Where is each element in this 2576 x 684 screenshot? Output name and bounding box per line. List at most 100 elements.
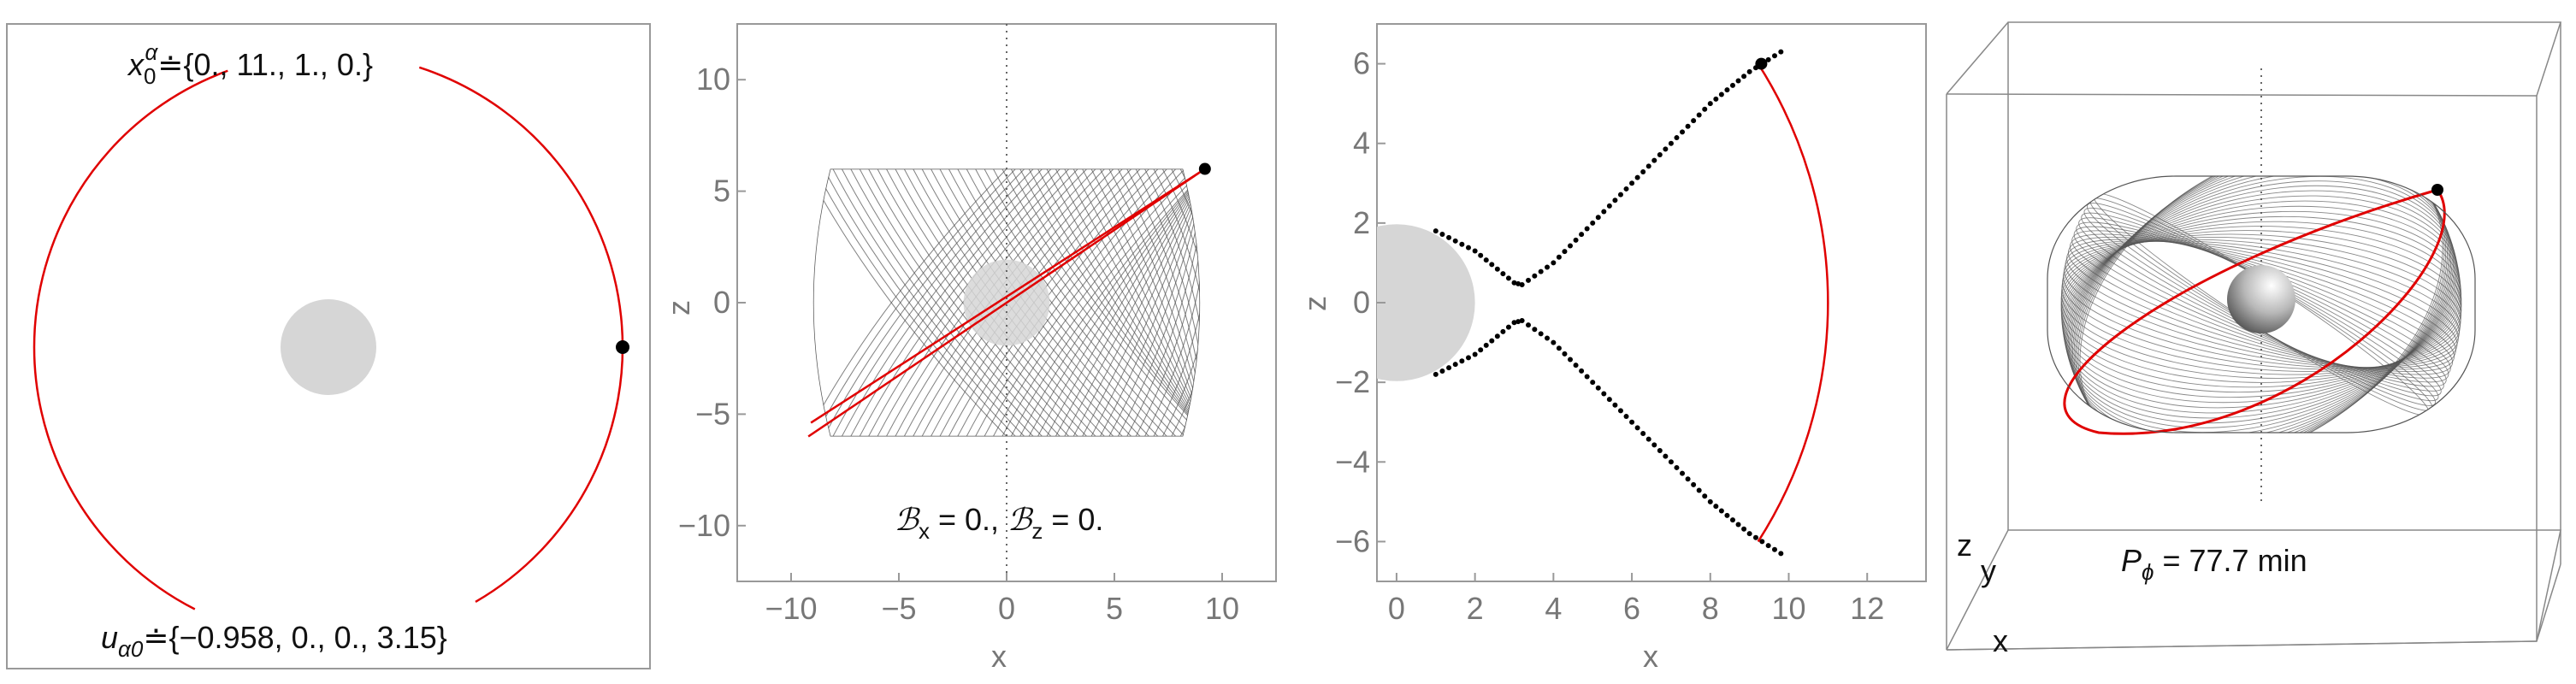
position-marker — [1198, 162, 1211, 175]
curve-dot-mirror — [1595, 385, 1601, 391]
curve-dot-mirror — [1741, 526, 1747, 532]
curve-dot — [1702, 106, 1708, 112]
curve-dot — [1623, 186, 1629, 192]
curve-dot — [1519, 282, 1525, 288]
panel-frame — [6, 23, 651, 669]
orbit-line-back — [810, 169, 1203, 424]
curve-dot-mirror — [1663, 453, 1669, 459]
curve-dot-mirror — [1680, 470, 1686, 476]
curve-dot-mirror — [1696, 487, 1702, 493]
trace-loop — [2060, 226, 2462, 383]
x-axis-label: x — [1643, 639, 1658, 674]
curve-dot-mirror — [1511, 320, 1517, 326]
z-tick-label: −10 — [678, 508, 730, 543]
curve-dot-mirror — [1707, 498, 1713, 504]
x-tick-label: 10 — [1205, 591, 1239, 626]
trace-line — [1037, 168, 1201, 437]
curve-dot — [1685, 123, 1691, 129]
curve-dot — [1505, 275, 1511, 281]
trace-line — [1179, 168, 1201, 437]
trace-line — [1019, 168, 1201, 437]
z-axis-ticks: −6 −4 −2 0 2 4 6 — [1335, 46, 1385, 558]
trace-line — [1171, 168, 1201, 437]
trace-line — [1179, 168, 1201, 437]
z-axis-ticks: −10 −5 0 5 10 — [678, 62, 746, 543]
field-caption: ℬx = 0., ℬz = 0. — [895, 502, 1104, 544]
box-bottom-front — [1946, 640, 2538, 651]
trace-line — [1144, 168, 1201, 437]
position-marker — [2431, 184, 2443, 196]
curve-dot-mirror — [1685, 476, 1691, 482]
curve-dot — [1472, 248, 1478, 254]
envelope-outline — [2047, 175, 2476, 433]
trace-line — [1207, 169, 1242, 437]
trace-line — [1161, 168, 1201, 437]
orbit-envelope-trace — [812, 168, 1242, 437]
trace-line — [1099, 168, 1201, 437]
curve-dot-mirror — [1771, 546, 1777, 552]
curve-dot — [1568, 243, 1574, 249]
x-tick-label: −5 — [881, 591, 916, 626]
curve-dot — [1551, 260, 1557, 266]
curve-dot — [1718, 91, 1724, 97]
z-tick-label: 10 — [696, 62, 730, 97]
x-tick-label: 2 — [1467, 591, 1484, 626]
curve-dot — [1729, 82, 1735, 88]
position-marker — [616, 340, 629, 354]
curve-dot — [1778, 49, 1784, 55]
curve-dot — [1573, 237, 1579, 243]
curve-dot-mirror — [1765, 543, 1771, 549]
curve-dot — [1545, 264, 1551, 270]
trace-line — [1171, 168, 1201, 437]
central-body — [281, 299, 376, 395]
trace-line — [868, 168, 1070, 437]
trace-line — [1144, 168, 1201, 437]
trace-line — [877, 168, 1078, 437]
trace-line — [1117, 168, 1201, 437]
curve-dot-mirror — [1459, 358, 1465, 364]
curve-dot — [1707, 101, 1713, 107]
curve-dot-mirror — [1713, 504, 1719, 510]
curve-dot — [1696, 112, 1702, 118]
curve-dot — [1651, 157, 1657, 163]
curve-dot — [1771, 53, 1777, 59]
curve-dot — [1634, 174, 1640, 180]
curve-dot-mirror — [1634, 425, 1640, 431]
curve-dot-mirror — [1472, 351, 1478, 357]
curve-dot — [1663, 146, 1669, 152]
orbit-current-segment — [807, 168, 1206, 438]
curve-dot — [1489, 262, 1495, 268]
panel-xz-projection: −10 −5 0 5 10 −10 −5 0 5 10 x z ℬx = 0., ℬz = 0. — [659, 0, 1300, 684]
axis-label-y: y — [1981, 553, 1996, 588]
trace-line — [1099, 168, 1201, 437]
3d-view-svg: Pϕ = 77.7 min z y x — [1946, 21, 2562, 658]
trace-loop — [2060, 230, 2462, 379]
orbit-arc-upper — [418, 66, 624, 603]
curve-dot-mirror — [1519, 317, 1525, 323]
central-body — [1377, 224, 1475, 381]
trace-loop — [2060, 221, 2462, 388]
z-tick-label: 5 — [713, 174, 730, 209]
initial-velocity-caption: uα0≐{−0.958, 0., 0., 3.15} — [101, 620, 447, 662]
x-axis-label: x — [991, 639, 1007, 674]
curve-dot — [1459, 241, 1465, 247]
trace-line — [1197, 168, 1201, 437]
curve-dot-mirror — [1483, 342, 1489, 348]
axis-label-z: z — [1957, 528, 1972, 563]
curve-dot-mirror — [1584, 374, 1590, 380]
trace-line — [1126, 168, 1201, 437]
curve-dot — [1478, 252, 1484, 258]
orbit-meridional-arc — [1757, 62, 1829, 543]
trace-line — [832, 168, 1034, 437]
trace-line — [1161, 168, 1201, 437]
z-axis-label: z — [661, 300, 696, 315]
curve-dot-mirror — [1729, 517, 1735, 523]
curve-dot-mirror — [1759, 539, 1765, 545]
curve-dot — [1765, 56, 1771, 62]
curve-dot-mirror — [1500, 328, 1506, 334]
curve-dot — [1612, 198, 1618, 203]
curve-dot — [1579, 232, 1585, 238]
curve-dot — [1556, 254, 1562, 260]
trace-line — [1153, 168, 1201, 437]
curve-dot-mirror — [1601, 391, 1607, 397]
